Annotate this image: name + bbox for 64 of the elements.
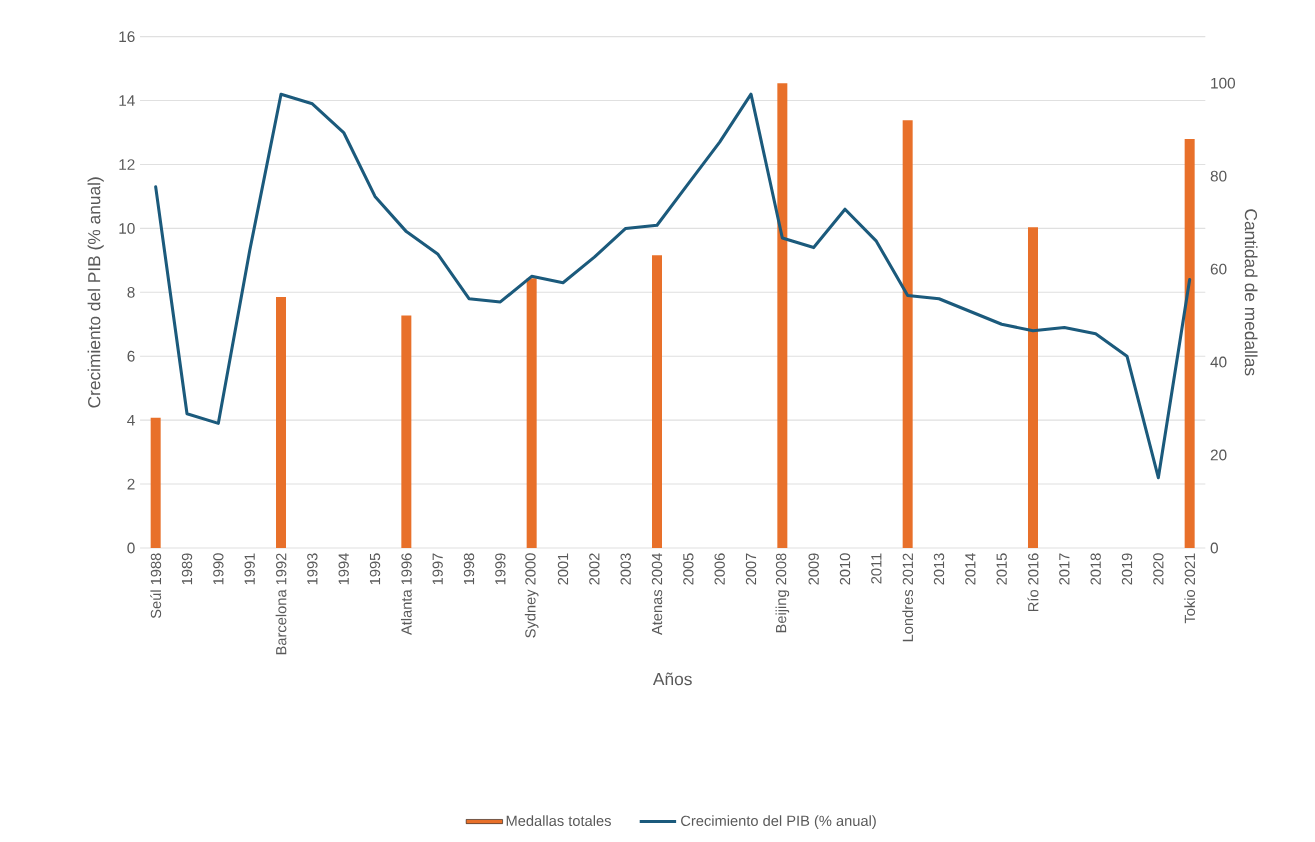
x-tick-label: 1995	[369, 553, 381, 585]
x-tick-label: 2018	[1090, 553, 1101, 585]
x-tick-label: 1989	[181, 553, 193, 585]
y2-tick-label: 40	[1210, 356, 1227, 368]
x-tick-label: Beijing 2008	[775, 553, 790, 633]
x-tick-label: 2005	[683, 553, 694, 585]
x-tick-label: 2003	[620, 553, 631, 585]
x-tick-label: 2010	[839, 553, 851, 585]
x-tick-label: 2002	[589, 553, 600, 585]
y-tick-label: 8	[127, 286, 135, 298]
x-tick-label: 1994	[338, 553, 349, 585]
x-tick-label: Londres 2012	[902, 553, 914, 642]
x-tick-label: Seúl 1988	[150, 553, 162, 619]
x-tick-label: 2006	[714, 553, 725, 585]
x-tick-label: 2007	[745, 553, 757, 585]
legend-label: Crecimiento del PIB (% anual)	[681, 815, 876, 829]
y-tick-label: 0	[127, 542, 135, 554]
bar	[276, 296, 286, 548]
y-axis-title: Crecimiento del PIB (% anual)	[87, 177, 104, 408]
bar	[1028, 227, 1038, 548]
x-tick-label: 2019	[1121, 553, 1133, 585]
y-tick-label: 16	[119, 31, 135, 43]
x-tick-label: 1999	[495, 553, 506, 585]
y-tick-label: 4	[127, 414, 135, 426]
x-tick-label: 1998	[463, 553, 475, 585]
bar	[401, 315, 412, 548]
y2-tick-label: 100	[1211, 77, 1236, 89]
y2-tick-label: 20	[1210, 449, 1227, 461]
x-tick-label: 1991	[244, 553, 255, 585]
y-tick-label: 6	[127, 350, 135, 362]
x-tick-label: 1997	[432, 553, 443, 585]
x-tick-label: Sydney 2000	[524, 553, 539, 638]
y-tick-label: 10	[119, 222, 135, 234]
x-tick-label: Río 2016	[1027, 553, 1039, 612]
x-tick-label: 2015	[996, 553, 1007, 585]
x-tick-label: Atenas 2004	[651, 553, 663, 636]
x-tick-label: 1990	[213, 553, 224, 585]
y2-tick-label: 80	[1210, 170, 1227, 182]
y2-axis-title: Cantidad de medallas	[1244, 209, 1258, 376]
x-tick-label: Atlanta 1996	[400, 553, 412, 636]
x-tick-label: 2011	[871, 553, 882, 584]
bar	[150, 417, 161, 548]
x-tick-label: 2009	[808, 553, 819, 585]
x-tick-label: 2020	[1153, 553, 1164, 585]
y-tick-label: 2	[127, 478, 135, 490]
y-tick-label: 12	[119, 159, 135, 170]
x-tick-label: 1993	[307, 553, 318, 585]
bar	[1184, 138, 1195, 548]
x-tick-label: 2013	[933, 553, 945, 585]
line-series	[154, 92, 1192, 480]
x-tick-label: 2001	[557, 553, 569, 585]
y-tick-label: 14	[119, 95, 135, 106]
bar	[526, 278, 537, 548]
x-tick-label: 2014	[965, 553, 976, 585]
x-tick-label: 2017	[1059, 553, 1070, 585]
y2-tick-label: 0	[1210, 542, 1218, 554]
bar	[652, 255, 662, 548]
x-tick-label: Tokio 2021	[1184, 553, 1196, 624]
x-axis-title: Años	[652, 672, 692, 686]
bar	[902, 120, 913, 548]
bar	[777, 83, 788, 548]
x-tick-label: Barcelona 1992	[275, 553, 287, 655]
y2-tick-label: 60	[1210, 263, 1227, 275]
legend-label: Medallas totales	[506, 815, 611, 827]
